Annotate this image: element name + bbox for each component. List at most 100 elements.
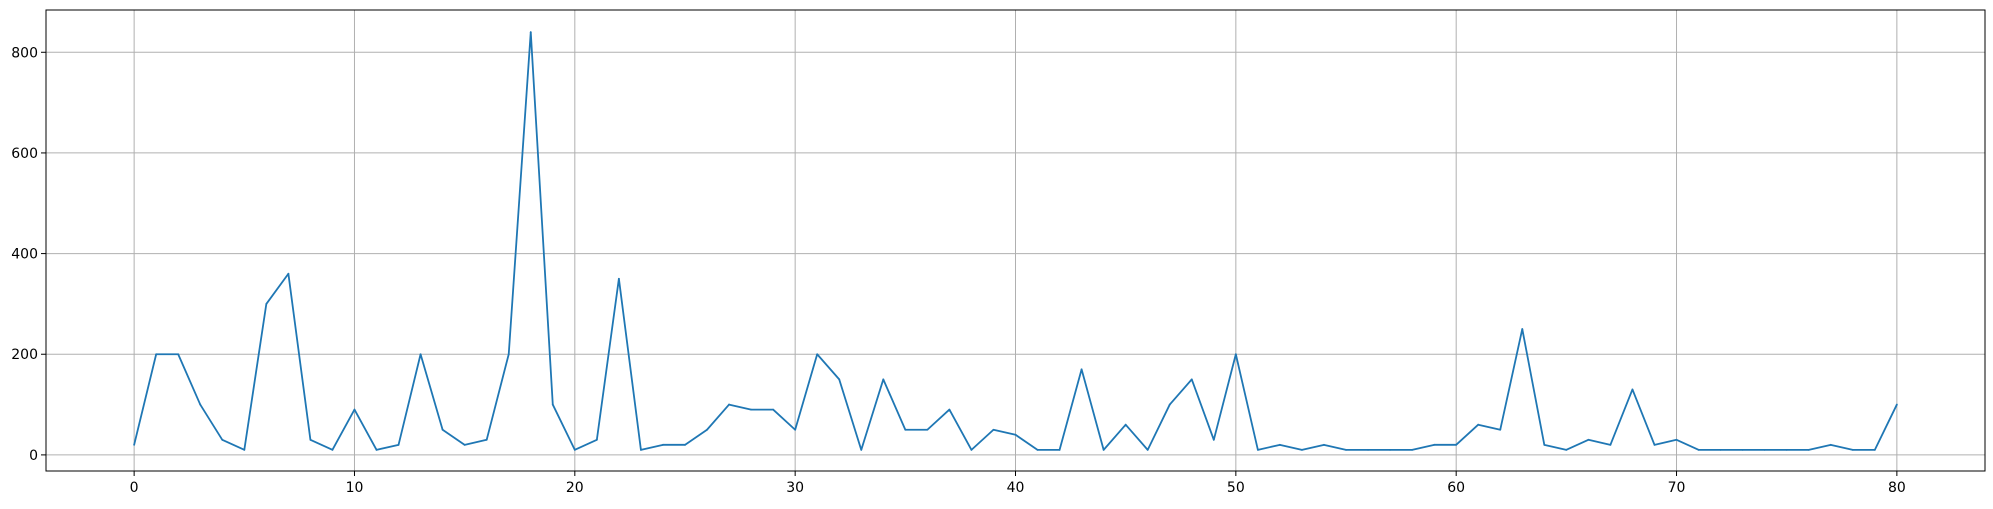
data-point — [1323, 443, 1325, 446]
x-tick-label: 20 — [566, 480, 584, 496]
data-point — [243, 448, 246, 451]
data-point — [970, 448, 973, 451]
data-point — [640, 448, 642, 451]
data-point — [662, 443, 664, 446]
data-point — [507, 353, 510, 356]
data-point — [816, 353, 819, 356]
data-point — [1279, 443, 1281, 446]
data-point — [1058, 448, 1061, 451]
data-point — [1102, 448, 1105, 451]
data-point — [573, 448, 576, 451]
data-point — [1587, 438, 1590, 441]
data-point — [287, 272, 290, 275]
data-point — [1301, 448, 1303, 451]
data-point — [221, 438, 224, 441]
data-point — [1697, 448, 1700, 451]
data-point — [1080, 368, 1083, 371]
data-point — [1807, 448, 1810, 451]
data-point — [1609, 443, 1612, 446]
data-point — [331, 448, 334, 451]
y-tick-label: 0 — [29, 448, 38, 464]
data-point — [1146, 448, 1149, 451]
data-point — [1895, 403, 1898, 406]
data-point — [992, 428, 995, 431]
x-tick-label: 50 — [1227, 480, 1245, 496]
data-point — [1829, 443, 1832, 446]
data-point — [309, 438, 312, 441]
x-tick-label: 40 — [1007, 480, 1025, 496]
data-point — [948, 408, 951, 411]
data-point — [1543, 443, 1546, 446]
data-point — [1124, 423, 1127, 426]
data-point — [706, 428, 708, 431]
data-point — [463, 443, 466, 446]
data-point — [397, 443, 400, 446]
data-point — [1565, 448, 1568, 451]
data-point — [617, 277, 620, 280]
data-point — [1499, 428, 1502, 431]
data-point — [1036, 448, 1039, 451]
data-point — [926, 428, 929, 431]
data-point — [375, 448, 378, 451]
data-point — [529, 31, 532, 34]
data-point — [1851, 448, 1854, 451]
data-point — [1234, 353, 1237, 356]
data-point — [1785, 448, 1788, 451]
data-point — [750, 408, 752, 411]
data-point — [1631, 388, 1634, 391]
data-point — [794, 428, 797, 431]
data-point — [1367, 448, 1369, 451]
data-point — [860, 448, 863, 451]
x-tick-label: 0 — [130, 480, 139, 496]
data-point — [1521, 328, 1524, 330]
data-point — [772, 408, 775, 411]
data-point — [684, 443, 686, 446]
x-tick-label: 30 — [786, 480, 804, 496]
data-point — [1212, 438, 1215, 441]
y-tick-label: 400 — [11, 247, 38, 263]
data-point — [1433, 443, 1436, 446]
x-tick-label: 70 — [1668, 480, 1686, 496]
data-point — [1168, 403, 1171, 406]
data-point — [1675, 438, 1678, 441]
data-point — [1455, 443, 1458, 446]
data-point — [441, 428, 444, 431]
data-point — [904, 428, 907, 431]
data-point — [1190, 378, 1193, 381]
data-point — [1345, 448, 1347, 451]
y-tick-label: 600 — [11, 146, 38, 162]
data-point — [419, 353, 422, 356]
data-point — [1741, 448, 1744, 451]
data-point — [133, 443, 136, 446]
data-point — [485, 438, 488, 441]
data-point — [1653, 443, 1656, 446]
data-point — [1763, 448, 1766, 451]
data-point — [1389, 448, 1391, 451]
data-point — [728, 403, 730, 406]
data-point — [1719, 448, 1722, 451]
x-tick-label: 80 — [1888, 480, 1906, 496]
data-point — [838, 378, 841, 381]
data-point — [1014, 433, 1017, 436]
data-point — [1256, 448, 1259, 451]
data-point — [882, 378, 885, 381]
x-tick-label: 60 — [1447, 480, 1465, 496]
data-point — [199, 403, 202, 406]
data-point — [177, 353, 180, 356]
data-point — [353, 408, 356, 411]
data-point — [551, 403, 554, 406]
data-point — [265, 303, 268, 305]
series-layer — [133, 31, 1898, 451]
y-tick-label: 200 — [11, 347, 38, 363]
grid-lines — [46, 10, 1985, 471]
y-tick-label: 800 — [11, 45, 38, 61]
data-point — [1411, 448, 1414, 451]
data-point — [1873, 448, 1876, 451]
data-point — [1477, 423, 1480, 426]
data-point — [595, 438, 598, 441]
x-tick-label: 10 — [346, 480, 364, 496]
data-point — [155, 353, 158, 356]
